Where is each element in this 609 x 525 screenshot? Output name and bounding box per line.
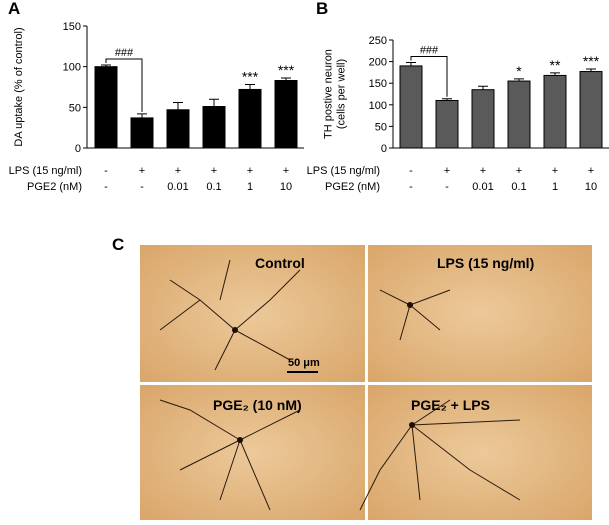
bar: [130, 117, 154, 149]
y-tick-label: 0: [381, 143, 387, 155]
significance: *: [516, 63, 522, 79]
micrograph-label: PGE₂ + LPS: [411, 397, 490, 413]
x-row-name: PGE2 (nM): [325, 181, 380, 193]
error-bar: [101, 64, 111, 67]
soma: [407, 302, 413, 308]
bar: [399, 65, 423, 149]
x-tick-label: +: [211, 165, 217, 177]
panel-label: C: [112, 235, 124, 254]
x-tick-label: 0.01: [472, 181, 493, 193]
significance: ***: [242, 69, 259, 85]
y-axis-title: DA uptake (% of control): [13, 27, 25, 146]
bar: [471, 89, 495, 149]
x-tick-label: -: [409, 181, 413, 193]
x-tick-label: 10: [585, 181, 597, 193]
micrograph: [368, 245, 592, 382]
y-tick-label: 100: [63, 62, 81, 74]
micrograph: [368, 385, 592, 520]
y-axis-title: TH postive neuron: [323, 49, 335, 139]
x-tick-label: 0.1: [206, 181, 221, 193]
error-bar: [442, 98, 452, 101]
x-row-name: LPS (15 ng/ml): [9, 165, 82, 177]
x-tick-label: -: [409, 165, 413, 177]
significance: ***: [583, 53, 600, 69]
micrograph: [140, 385, 365, 520]
x-tick-label: +: [283, 165, 289, 177]
x-tick-label: +: [480, 165, 486, 177]
bar: [274, 79, 298, 149]
x-row-name: PGE2 (nM): [27, 181, 82, 193]
y-tick-label: 50: [69, 102, 81, 114]
y-tick-label: 0: [75, 143, 81, 155]
bar: [507, 80, 531, 149]
y-tick-label: 150: [369, 78, 387, 90]
micrograph-panel: C Control LPS (15 ng/ml) PGE₂ (10 nM) PG…: [112, 235, 592, 520]
x-tick-label: -: [104, 165, 108, 177]
significance: ###: [420, 44, 439, 56]
comparison-bracket: [105, 58, 143, 112]
micrograph-label: Control: [255, 255, 305, 271]
x-tick-label: 1: [552, 181, 558, 193]
error-bar: [550, 72, 560, 76]
y-axis-title: (cells per well): [336, 59, 348, 129]
significance: ###: [115, 47, 134, 59]
y-tick-label: 200: [369, 57, 387, 69]
x-tick-label: +: [588, 165, 594, 177]
micrograph: [140, 245, 365, 382]
micrograph-label: PGE₂ (10 nM): [213, 397, 302, 413]
scale-bar-label: 50 μm: [288, 357, 320, 369]
error-bar: [245, 84, 255, 90]
x-tick-label: -: [140, 181, 144, 193]
bar: [202, 106, 226, 149]
significance: **: [550, 57, 561, 73]
significance: ***: [278, 62, 295, 78]
error-bar: [514, 78, 524, 82]
bar: [435, 99, 459, 149]
x-tick-label: +: [552, 165, 558, 177]
error-bar: [209, 98, 219, 107]
bar: [238, 88, 262, 149]
x-tick-label: 0.1: [511, 181, 526, 193]
x-tick-label: +: [247, 165, 253, 177]
comparison-bracket: [410, 55, 448, 97]
soma: [232, 327, 238, 333]
error-bar: [586, 68, 596, 72]
y-tick-label: 250: [369, 35, 387, 47]
x-row-name: LPS (15 ng/ml): [307, 165, 380, 177]
bar: [579, 71, 603, 149]
x-tick-label: 1: [247, 181, 253, 193]
micrograph-label: LPS (15 ng/ml): [437, 255, 534, 271]
bar: [166, 109, 190, 149]
neurons: [159, 259, 521, 511]
y-tick-label: 150: [63, 21, 81, 33]
x-tick-label: +: [175, 165, 181, 177]
error-bar: [406, 61, 416, 66]
error-bar: [173, 101, 183, 110]
error-bar: [478, 85, 488, 90]
x-tick-label: 0.01: [167, 181, 188, 193]
y-tick-label: 100: [369, 100, 387, 112]
x-tick-label: +: [516, 165, 522, 177]
x-tick-label: -: [445, 181, 449, 193]
panel-label: A: [8, 0, 20, 18]
soma: [237, 437, 243, 443]
y-tick-label: 50: [375, 121, 387, 133]
soma: [409, 422, 415, 428]
error-bar: [281, 77, 291, 81]
x-tick-label: 10: [280, 181, 292, 193]
x-tick-label: -: [104, 181, 108, 193]
x-tick-label: +: [444, 165, 450, 177]
panel-label: B: [316, 0, 328, 18]
bar: [543, 74, 567, 149]
bar: [94, 66, 118, 149]
x-tick-label: +: [139, 165, 145, 177]
error-bar: [137, 113, 147, 118]
